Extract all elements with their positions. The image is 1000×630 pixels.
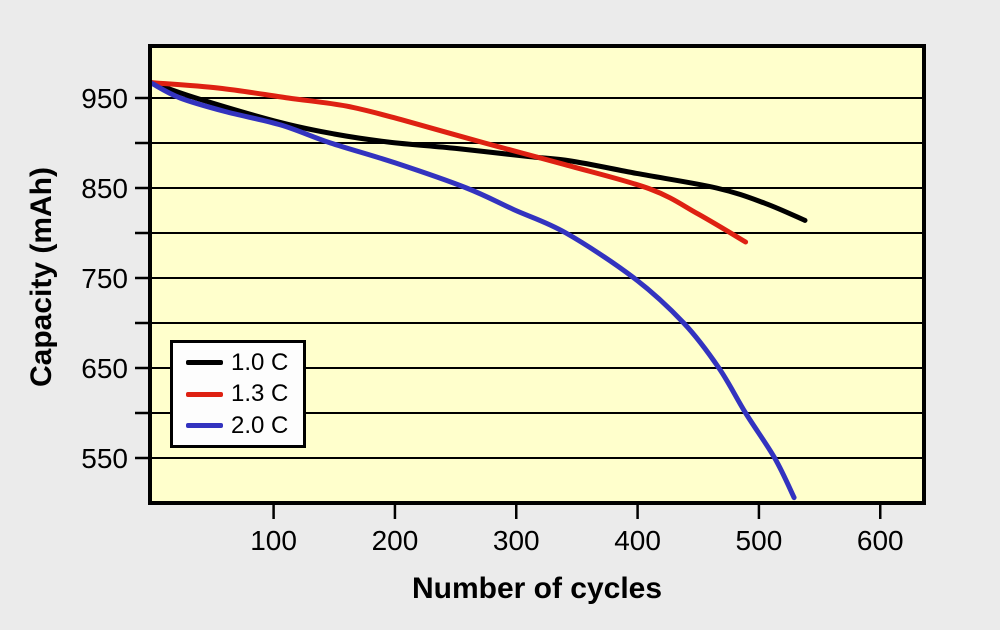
x-tick-label-300: 300 xyxy=(493,525,540,556)
legend-item: 1.3 C xyxy=(186,382,303,406)
y-tick-label-850: 850 xyxy=(81,173,128,204)
legend-label: 1.3 C xyxy=(231,380,289,407)
x-tick-label-200: 200 xyxy=(372,525,419,556)
y-tick-label-550: 550 xyxy=(81,443,128,474)
x-tick-label-400: 400 xyxy=(614,525,661,556)
x-tick-label-500: 500 xyxy=(736,525,783,556)
x-tick-label-600: 600 xyxy=(857,525,904,556)
y-tick-label-750: 750 xyxy=(81,263,128,294)
legend: 1.0 C 1.3 C 2.0 C xyxy=(170,340,306,448)
y-axis-title: Capacity (mAh) xyxy=(25,166,58,388)
legend-label: 2.0 C xyxy=(231,411,289,439)
legend-line-swatch xyxy=(186,360,223,365)
legend-item: 1.0 C xyxy=(186,348,303,376)
plot-border xyxy=(148,44,926,505)
x-tick-label-100: 100 xyxy=(250,525,297,556)
legend-item: 2.0 C xyxy=(186,411,303,439)
legend-label: 1.0 C xyxy=(231,348,289,376)
legend-line-swatch xyxy=(186,423,223,428)
series-line-1.3-C xyxy=(152,80,749,245)
x-axis-title: Number of cycles xyxy=(411,572,663,605)
legend-line-swatch xyxy=(186,391,223,397)
series-line-2.0-C xyxy=(152,81,797,501)
y-tick-label-950: 950 xyxy=(81,83,128,114)
y-tick-label-650: 650 xyxy=(81,353,128,384)
